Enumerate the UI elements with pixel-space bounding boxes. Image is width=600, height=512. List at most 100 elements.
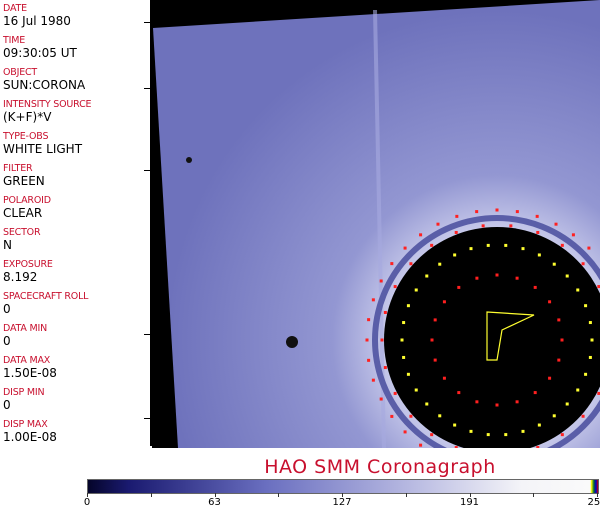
marker-dot bbox=[521, 247, 525, 251]
marker-dot bbox=[390, 414, 394, 418]
colorbar-tick bbox=[214, 493, 216, 497]
marker-dot bbox=[430, 243, 434, 247]
field-value: 0 bbox=[3, 302, 11, 316]
field-disp-min: DISP MIN 0 bbox=[3, 387, 45, 412]
marker-dot bbox=[406, 372, 410, 376]
marker-dot bbox=[584, 372, 588, 376]
field-data-min: DATA MIN 0 bbox=[3, 323, 47, 348]
axis-tick bbox=[144, 22, 150, 23]
marker-dot bbox=[475, 210, 479, 214]
dust-spot bbox=[286, 336, 298, 348]
field-label: DATA MIN bbox=[3, 323, 47, 334]
marker-dot bbox=[436, 222, 440, 226]
marker-dot bbox=[383, 366, 387, 370]
field-value: N bbox=[3, 238, 12, 252]
colorbar-tick bbox=[533, 493, 535, 497]
marker-dot bbox=[565, 274, 569, 278]
marker-dot bbox=[393, 285, 397, 289]
marker-dot bbox=[533, 391, 537, 395]
marker-dot bbox=[576, 388, 580, 392]
field-label: SPACECRAFT ROLL bbox=[3, 291, 89, 302]
field-label: FILTER bbox=[3, 163, 33, 174]
marker-dot bbox=[400, 338, 404, 342]
marker-dot bbox=[515, 400, 519, 404]
field-object: OBJECT SUN:CORONA bbox=[3, 67, 85, 92]
marker-dot bbox=[365, 338, 369, 342]
marker-dot bbox=[475, 400, 479, 404]
field-time: TIME 09:30:05 UT bbox=[3, 35, 77, 60]
marker-dot bbox=[406, 304, 410, 308]
field-label: INTENSITY SOURCE bbox=[3, 99, 92, 110]
marker-dot bbox=[475, 276, 479, 280]
marker-dot bbox=[588, 355, 592, 359]
colorbar-tick bbox=[278, 493, 280, 497]
field-label: DISP MIN bbox=[3, 387, 45, 398]
field-value: 1.00E-08 bbox=[3, 430, 57, 444]
colorbar-tick-label: 127 bbox=[332, 497, 352, 508]
marker-dot bbox=[560, 433, 564, 437]
marker-dot bbox=[419, 443, 423, 447]
marker-dot bbox=[367, 358, 371, 362]
field-value: 0 bbox=[3, 398, 11, 412]
field-value: WHITE LIGHT bbox=[3, 142, 83, 156]
field-label: POLAROID bbox=[3, 195, 51, 206]
marker-dot bbox=[379, 397, 383, 401]
marker-dot bbox=[495, 403, 499, 407]
occulter-ring bbox=[372, 215, 600, 448]
marker-dot bbox=[403, 430, 407, 434]
field-spacecraft-roll: SPACECRAFT ROLL 0 bbox=[3, 291, 88, 316]
field-value: 1.50E-08 bbox=[3, 366, 57, 380]
occulter-disk bbox=[384, 227, 600, 448]
marker-dot bbox=[597, 391, 600, 395]
coronagraph-image[interactable] bbox=[152, 0, 600, 448]
marker-dot bbox=[419, 233, 423, 237]
marker-dot bbox=[453, 423, 457, 427]
marker-dot bbox=[597, 285, 600, 289]
field-intensity-source: INTENSITY SOURCE (K+F)*V bbox=[3, 99, 92, 124]
marker-dot bbox=[548, 300, 552, 304]
field-label: TIME bbox=[3, 35, 26, 46]
field-value: 0 bbox=[3, 334, 11, 348]
marker-dot bbox=[457, 391, 461, 395]
marker-dot bbox=[515, 210, 519, 214]
marker-dot bbox=[430, 433, 434, 437]
marker-dot bbox=[481, 224, 485, 228]
colorbar-tick-label: 0 bbox=[83, 497, 91, 508]
marker-dot bbox=[425, 274, 429, 278]
marker-dot bbox=[367, 318, 371, 322]
marker-dot bbox=[537, 253, 541, 257]
marker-dot bbox=[588, 321, 592, 325]
field-value: (K+F)*V bbox=[3, 110, 52, 124]
field-value: GREEN bbox=[3, 174, 45, 188]
field-date: DATE 16 Jul 1980 bbox=[3, 3, 71, 28]
marker-dot bbox=[409, 414, 413, 418]
field-exposure: EXPOSURE 8.192 bbox=[3, 259, 53, 284]
yellow-sector-outline bbox=[486, 311, 535, 361]
axis-tick bbox=[144, 170, 150, 171]
marker-dot bbox=[535, 214, 539, 218]
marker-dot bbox=[552, 262, 556, 266]
colorbar-tick-label: 191 bbox=[459, 497, 480, 508]
axis-tick bbox=[144, 88, 150, 89]
colorbar-tick-label: 255 bbox=[587, 497, 600, 508]
axis-tick bbox=[144, 418, 150, 419]
marker-dot bbox=[581, 414, 585, 418]
limb-markers bbox=[365, 208, 600, 448]
marker-dot bbox=[581, 262, 585, 266]
field-label: DATE bbox=[3, 3, 27, 14]
axis-tick bbox=[144, 334, 150, 335]
marker-dot bbox=[453, 253, 457, 257]
marker-dot bbox=[442, 376, 446, 380]
marker-dot bbox=[442, 300, 446, 304]
colorbar-tick-label: 63 bbox=[208, 497, 221, 508]
field-value: SUN:CORONA bbox=[3, 78, 86, 92]
marker-dot bbox=[402, 321, 406, 325]
marker-dot bbox=[403, 246, 407, 250]
colorbar-tick bbox=[469, 493, 471, 497]
marker-dot bbox=[371, 378, 375, 382]
marker-dot bbox=[495, 273, 499, 277]
field-value: 09:30:05 UT bbox=[3, 46, 77, 60]
marker-dot bbox=[560, 243, 564, 247]
marker-dot bbox=[587, 246, 591, 250]
marker-dot bbox=[557, 318, 561, 322]
